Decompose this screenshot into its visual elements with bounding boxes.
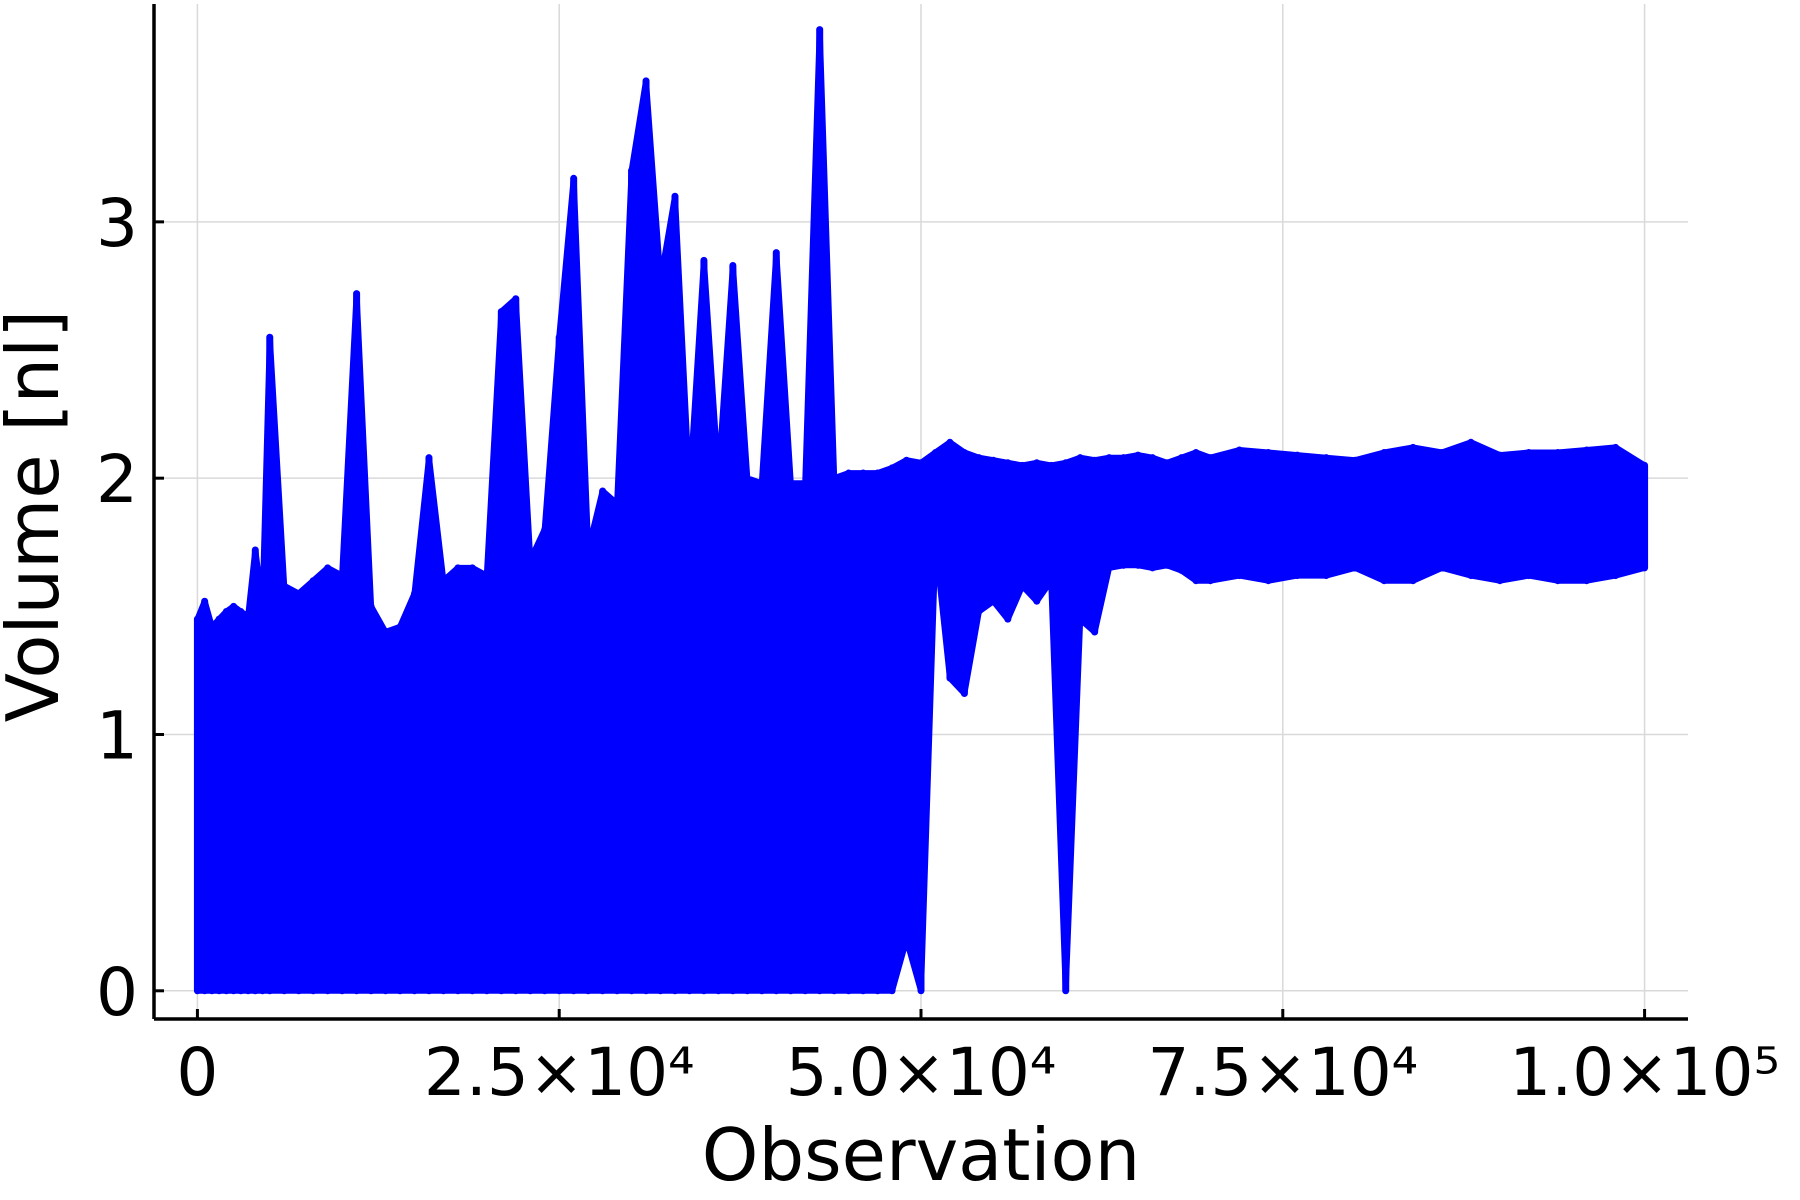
y-tick-label: 3 — [96, 185, 138, 262]
x-tick-label: 7.5×10⁴ — [1147, 1034, 1418, 1111]
series-volume — [193, 26, 1649, 995]
x-axis-title: Observation — [702, 1113, 1140, 1197]
x-tick-label: 1.0×10⁵ — [1509, 1034, 1780, 1111]
y-tick-label: 1 — [96, 697, 138, 774]
x-tick-label: 5.0×10⁴ — [786, 1034, 1057, 1111]
x-tick-label: 2.5×10⁴ — [424, 1034, 695, 1111]
y-tick-label: 0 — [96, 954, 138, 1031]
x-tick-label: 0 — [176, 1034, 218, 1111]
ticks: 0 2.5×10⁴ 5.0×10⁴ 7.5×10⁴ 1.0×10⁵ 0 1 2 3 — [96, 185, 1780, 1111]
y-tick-label: 2 — [96, 441, 138, 518]
y-axis-title: Volume [nl] — [0, 310, 75, 723]
